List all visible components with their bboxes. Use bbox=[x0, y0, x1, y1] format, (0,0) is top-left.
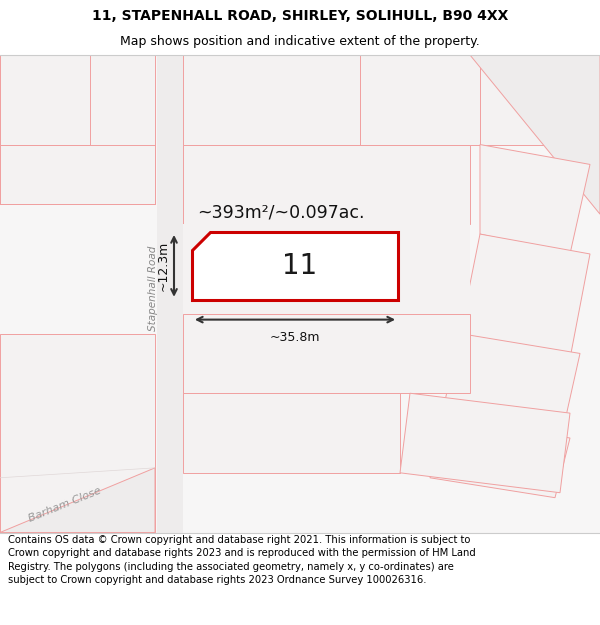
Polygon shape bbox=[470, 55, 600, 214]
Bar bbox=[212, 76, 317, 124]
Polygon shape bbox=[430, 418, 570, 498]
Text: 11, STAPENHALL ROAD, SHIRLEY, SOLIHULL, B90 4XX: 11, STAPENHALL ROAD, SHIRLEY, SOLIHULL, … bbox=[92, 9, 508, 24]
Polygon shape bbox=[400, 393, 570, 492]
Bar bbox=[465, 437, 535, 485]
Polygon shape bbox=[0, 334, 155, 532]
Bar bbox=[265, 162, 355, 207]
Bar bbox=[15, 158, 105, 195]
Bar bbox=[28, 416, 108, 461]
Bar bbox=[373, 78, 458, 122]
Text: Map shows position and indicative extent of the property.: Map shows position and indicative extent… bbox=[120, 35, 480, 48]
Text: Contains OS data © Crown copyright and database right 2021. This information is : Contains OS data © Crown copyright and d… bbox=[8, 535, 476, 585]
Polygon shape bbox=[360, 55, 480, 144]
Bar bbox=[466, 352, 544, 418]
Text: ~393m²/~0.097ac.: ~393m²/~0.097ac. bbox=[197, 203, 365, 221]
Polygon shape bbox=[0, 468, 155, 532]
Bar bbox=[5, 89, 115, 141]
Polygon shape bbox=[183, 314, 470, 393]
Bar bbox=[488, 161, 568, 228]
Text: Barham Close: Barham Close bbox=[27, 486, 103, 524]
Polygon shape bbox=[0, 55, 155, 204]
Polygon shape bbox=[440, 334, 580, 443]
Text: ~12.3m: ~12.3m bbox=[157, 241, 170, 291]
Bar bbox=[483, 262, 557, 325]
Bar bbox=[24, 354, 112, 403]
Polygon shape bbox=[480, 144, 590, 254]
Bar bbox=[245, 410, 325, 460]
Polygon shape bbox=[460, 234, 590, 358]
Bar bbox=[157, 55, 183, 532]
Text: 11: 11 bbox=[283, 252, 317, 280]
Polygon shape bbox=[480, 55, 600, 144]
Polygon shape bbox=[183, 144, 470, 224]
Bar bbox=[441, 418, 515, 468]
Polygon shape bbox=[183, 393, 400, 472]
Polygon shape bbox=[183, 224, 470, 314]
Bar bbox=[498, 71, 582, 128]
Polygon shape bbox=[183, 55, 360, 144]
Text: Stapenhall Road: Stapenhall Road bbox=[148, 246, 158, 331]
Text: ~35.8m: ~35.8m bbox=[270, 331, 320, 344]
Polygon shape bbox=[192, 232, 398, 300]
